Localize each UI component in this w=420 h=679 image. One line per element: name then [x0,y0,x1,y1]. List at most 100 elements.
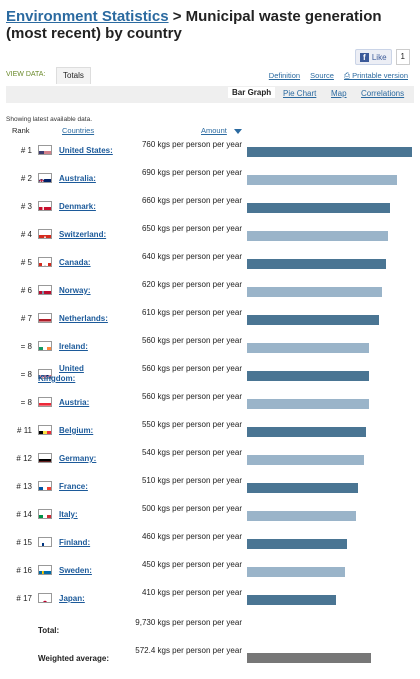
countries-header[interactable]: Countries [62,126,95,135]
printable-version-link[interactable]: ⎙ Printable version [344,71,408,80]
bar-jp [247,595,336,605]
amount-cell: 560 kgs per person per year [141,364,242,373]
rank-cell: # 6 [20,286,32,295]
country-link[interactable]: United Kingdom: [38,364,84,383]
data-note: Showing latest available data. [6,116,93,123]
bar-at [247,399,369,409]
amount-header[interactable]: Amount [201,126,227,135]
amount-cell: 690 kgs per person per year [141,168,242,177]
tab-correlations[interactable]: Correlations [361,89,405,98]
table-row: # 14 Italy: 500 kgs per person per year [0,502,420,530]
country-link[interactable]: Sweden: [59,566,92,575]
amount-cell: 560 kgs per person per year [141,336,242,345]
bar-fi [247,539,347,549]
weighted-average-value: 572.4 kgs per person per year [135,646,242,655]
bar-be [247,427,367,437]
flag-ch-icon [38,229,52,239]
country-link[interactable]: Germany: [59,454,97,463]
sort-descending-icon[interactable] [234,129,242,134]
chart-tab-bar: Bar Graph Pie Chart Map Correlations [6,86,414,103]
amount-cell: 510 kgs per person per year [141,476,242,485]
flag-uk-icon [38,369,52,379]
rank-cell: # 3 [20,202,32,211]
country-link[interactable]: Netherlands: [59,314,108,323]
bar-no [247,287,382,297]
country-link[interactable]: Ireland: [59,342,88,351]
tab-totals[interactable]: Totals [56,67,91,84]
country-link[interactable]: Switzerland: [59,230,107,239]
flag-it-icon [38,509,52,519]
rank-cell: = 8 [20,398,32,407]
bar-fr [247,483,358,493]
facebook-f-icon: f [359,52,369,62]
country-link[interactable]: Japan: [59,594,85,603]
rank-cell: # 17 [16,594,32,603]
facebook-like-widget: f Like 1 [354,49,410,65]
table-row: # 3 Denmark: 660 kgs per person per year [0,194,420,222]
rank-header: Rank [12,126,30,135]
bar-us [247,147,412,157]
view-data-bar: VIEW DATA: Totals Definition Source ⎙ Pr… [0,67,420,85]
flag-au-icon [38,173,52,183]
rank-cell: # 15 [16,538,32,547]
country-link[interactable]: Norway: [59,286,91,295]
like-count: 1 [395,49,410,65]
flag-nl-icon [38,313,52,323]
rank-cell: = 8 [20,370,32,379]
rank-cell: # 4 [20,230,32,239]
table-row: = 8 Austria: 560 kgs per person per year [0,390,420,418]
country-link[interactable]: Denmark: [59,202,96,211]
rank-cell: # 16 [16,566,32,575]
country-link[interactable]: Belgium: [59,426,94,435]
tab-bar-graph[interactable]: Bar Graph [228,87,276,98]
flag-no-icon [38,285,52,295]
bar-dk [247,203,391,213]
amount-cell: 760 kgs per person per year [141,140,242,149]
amount-cell: 610 kgs per person per year [141,308,242,317]
environment-statistics-link[interactable]: Environment Statistics [6,8,169,25]
country-link[interactable]: Canada: [59,258,91,267]
tab-pie-chart[interactable]: Pie Chart [283,89,317,98]
flag-us-icon [38,145,52,155]
flag-jp-icon [38,593,52,603]
bar-ch [247,231,389,241]
rank-cell: # 14 [16,510,32,519]
amount-cell: 650 kgs per person per year [141,224,242,233]
country-link[interactable]: France: [59,482,88,491]
flag-dk-icon [38,201,52,211]
country-link[interactable]: Finland: [59,538,91,547]
country-link[interactable]: United States: [59,146,113,155]
page-title: Environment Statistics > Municipal waste… [6,8,406,42]
amount-cell: 640 kgs per person per year [141,252,242,261]
bar-au [247,175,397,185]
table-row: # 4 Switzerland: 650 kgs per person per ye… [0,222,420,250]
definition-link[interactable]: Definition [268,71,301,80]
amount-cell: 540 kgs per person per year [141,448,242,457]
country-link[interactable]: Italy: [59,510,78,519]
flag-fi-icon [38,537,52,547]
source-link[interactable]: Source [310,71,334,80]
bar-ca [247,259,386,269]
rank-cell: # 1 [20,146,32,155]
tab-map[interactable]: Map [331,89,347,98]
table-row: # 5 Canada: 640 kgs per person per year [0,250,420,278]
flag-ca-icon [38,257,52,267]
amount-cell: 410 kgs per person per year [141,588,242,597]
table-row: # 15 Finland: 460 kgs per person per year [0,530,420,558]
table-row: # 12 Germany: 540 kgs per person per year [0,446,420,474]
rank-cell: # 12 [16,454,32,463]
amount-cell: 460 kgs per person per year [141,532,242,541]
country-link[interactable]: Austria: [59,398,90,407]
weighted-average-bar [247,653,372,663]
rank-cell: # 7 [20,314,32,323]
country-link[interactable]: Australia: [59,174,96,183]
table-row: # 6 Norway: 620 kgs per person per year [0,278,420,306]
flag-at-icon [38,397,52,407]
table-row: = 8 Ireland: 560 kgs per person per year [0,334,420,362]
like-button[interactable]: f Like [354,49,392,65]
bar-uk [247,371,369,381]
rank-cell: = 8 [20,342,32,351]
bar-se [247,567,345,577]
rank-cell: # 13 [16,482,32,491]
amount-cell: 660 kgs per person per year [141,196,242,205]
